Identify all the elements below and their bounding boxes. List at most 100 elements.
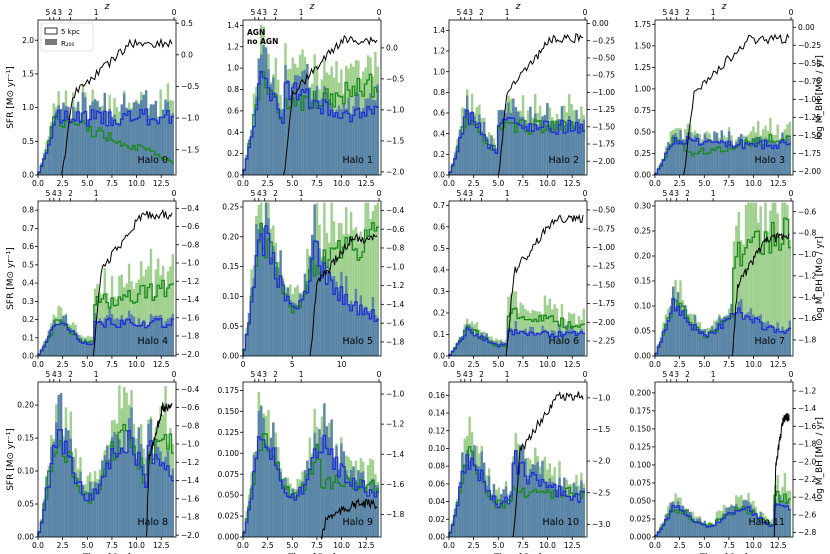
halo-label: Halo 9 [343, 517, 373, 528]
y2-tick-label: −1.0 [386, 106, 404, 115]
agn-r200-fill-bar [269, 84, 273, 175]
y-tick-label: 0.2 [433, 150, 445, 159]
agn-r200-fill-bar [264, 443, 268, 537]
agn-r200-fill-bar [72, 456, 75, 537]
agn-r200-fill-bar [154, 100, 158, 175]
agn-r200-fill-bar [757, 137, 760, 175]
noagn-r200-fill-bar [521, 304, 525, 356]
z-tick-label: 1 [94, 189, 99, 198]
y-tick-label: 0.08 [428, 462, 445, 471]
agn-r200-fill-bar [364, 306, 367, 356]
agn-r200-fill-bar [754, 512, 758, 537]
agn-r200-fill-bar [475, 329, 479, 356]
agn-r200-fill-bar [113, 432, 116, 537]
y-tick-label: 0.125 [218, 428, 240, 437]
agn-r200-fill-bar [701, 142, 704, 175]
agn-r200-fill-bar [93, 481, 97, 537]
agn-r200-fill [655, 286, 792, 356]
agn-r200-fill-bar [737, 136, 741, 175]
y2-tick-label: −3.0 [592, 520, 610, 529]
agn-r200-fill-bar [497, 506, 501, 537]
agn-r200-fill-bar [303, 273, 307, 356]
noagn-r200-fill-bar [509, 293, 513, 356]
agn-r200-fill-bar [783, 139, 787, 175]
agn-r200-fill-bar [38, 171, 41, 175]
agn-r200-fill-bar [786, 328, 789, 356]
agn-r200-fill-bar [553, 123, 556, 175]
agn-r200-fill-bar [582, 333, 586, 356]
agn-r200-fill-bar [296, 489, 299, 537]
y2-tick-label: −1.25 [592, 262, 615, 271]
agn-r200-fill-bar [354, 91, 358, 175]
agn-r200-fill-bar [59, 318, 63, 356]
agn-r200-fill-bar [320, 98, 324, 175]
agn-r200-fill-bar [703, 329, 707, 356]
agn-5kpc-line [37, 317, 175, 356]
agn-r200-fill-bar [374, 314, 377, 356]
agn-r200-fill-bar [485, 333, 488, 356]
agn-r200-fill-bar [255, 451, 258, 537]
x-tick-label: 5 [290, 360, 295, 369]
agn-r200-fill-bar [50, 326, 53, 356]
y-tick-label: 1.75 [634, 20, 651, 29]
z-tick-label: 3 [262, 8, 267, 17]
noagn-r200-fill-bar [555, 308, 559, 356]
halo-label: Halo 5 [343, 336, 373, 347]
agn-r200-fill-bar [778, 139, 782, 175]
agn-r200-fill-bar [110, 116, 114, 175]
agn-r200-fill-bar [357, 310, 360, 356]
agn-r200-fill-bar [500, 494, 503, 537]
x-tick-label: 2.5 [262, 179, 274, 188]
agn-r200-fill-bar [490, 494, 493, 537]
panel-halo-1: 0.0 2.5 5.0 7.5 10.0 12.50.00.20.40.60.81.01.… [227, 2, 404, 188]
agn-r200-fill-bar [313, 432, 316, 537]
noagn-r200-fill-bar [154, 269, 158, 356]
y-tick-label: 0.8 [433, 88, 445, 97]
axes-frame [654, 381, 794, 538]
agn-r200-fill-bar [286, 287, 290, 356]
agn-r200-fill-bar [507, 327, 510, 356]
y2-tick-label: −0.5 [181, 82, 199, 91]
agn-r200-fill-bar [86, 493, 90, 537]
agn-r200-fill-bar [40, 349, 43, 356]
z-tick-label: 5 [456, 189, 461, 198]
agn-r200-fill-bar [512, 461, 515, 537]
bh-mass-line [683, 33, 790, 176]
agn-r200-fill-bar [269, 437, 273, 537]
y-tick-label: 0.0 [433, 352, 445, 361]
agn-r200-fill-bar [776, 143, 779, 175]
z-tick-label: 4 [257, 8, 262, 17]
agn-r200-fill-bar [245, 154, 248, 175]
bh-mass-line [512, 391, 584, 538]
agn-r200-fill-bar [769, 140, 772, 175]
agn-r200-fill-bar [713, 524, 716, 537]
agn-r200-fill-bar [470, 327, 474, 356]
agn-r200-fill-bar [541, 325, 544, 356]
agn-r200-fill-bar [572, 125, 576, 175]
x-tick-label: 12.5 [564, 179, 581, 188]
agn-r200-fill-bar [135, 101, 138, 175]
agn-r200-fill-bar [245, 333, 248, 356]
agn-r200-fill-bar [551, 481, 554, 537]
agn-r200-fill-bar [335, 281, 338, 356]
agn-r200-fill-bar [526, 332, 530, 356]
noagn-r200-fill-bar [548, 298, 552, 356]
panel-halo-7: 0.0 2.5 5.0 7.5 10.0 12.5 0.00 0.05 0.10 0.15 0.20… [634, 189, 825, 369]
agn-r200-fill-bar [74, 334, 77, 356]
x-tick-label: 10.0 [539, 360, 556, 369]
z-tick-label: 0 [789, 189, 794, 198]
agn-r200-fill-bar [132, 316, 136, 356]
agn-r200-fill-bar [541, 460, 544, 537]
agn-r200-fill-bar [732, 146, 736, 175]
y-tick-label: 0.6 [22, 242, 34, 251]
agn-r200-fill-bar [672, 134, 675, 175]
y2-tick-label: −1.0 [386, 262, 404, 271]
agn-r200-fill-bar [154, 440, 158, 537]
agn-r200-fill-bar [538, 121, 542, 175]
panel-halo-3: 0.0 2.5 5.0 7.5 10.0 12.5 0.00 0.25 0.50 0.75 1.00… [634, 2, 825, 188]
agn-r200-fill-bar [449, 171, 452, 175]
bh-mass-line [505, 213, 584, 357]
noagn-r200-fill-bar [761, 243, 765, 356]
agn-r200-fill-bar [713, 329, 716, 356]
y-tick-label: 0.8 [227, 85, 239, 94]
